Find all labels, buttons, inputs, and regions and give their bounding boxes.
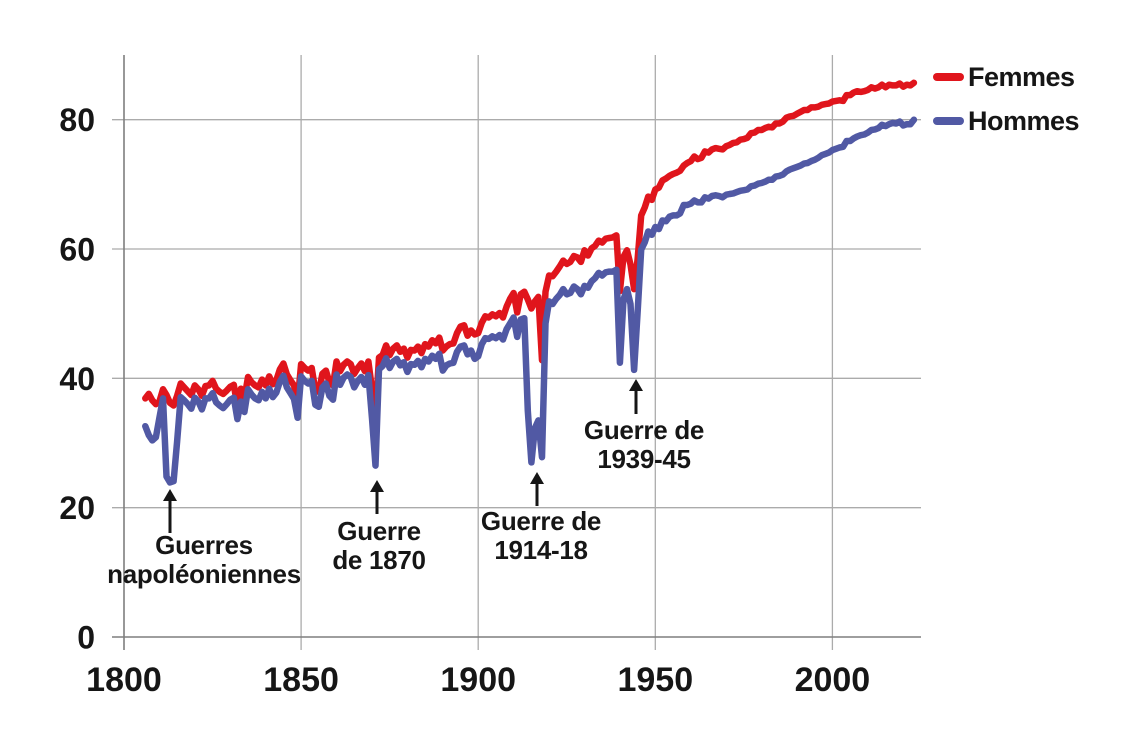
hommes-line — [142, 116, 918, 486]
femmes-line — [142, 79, 918, 419]
annotation-guerre-1870: Guerre de 1870 — [332, 516, 426, 575]
y-tick-label: 80 — [59, 102, 95, 138]
annotation-guerre-1914-18: Guerre de 1914-18 — [481, 507, 601, 565]
y-tick-label: 0 — [77, 620, 95, 656]
annotation-arrow-head-icon — [629, 379, 643, 391]
y-tick-label: 20 — [59, 490, 95, 526]
x-tick-label: 1800 — [86, 661, 162, 699]
annotation-guerres-napoleoniennes: Guerres napoléoniennes — [107, 531, 301, 589]
legend-item-femmes: Femmes — [933, 61, 1079, 92]
annotation-text-line: 1914-18 — [494, 535, 588, 565]
legend-item-hommes: Hommes — [933, 105, 1080, 136]
x-tick-label: 1850 — [263, 661, 339, 699]
legend-label-femmes: Femmes — [968, 61, 1075, 92]
x-tick-label: 1900 — [440, 661, 516, 699]
annotation-guerre-1939-45: Guerre de 1939-45 — [584, 416, 704, 474]
annotation-text-line: Guerre de — [480, 506, 602, 536]
annotation-text-line: Guerres — [155, 530, 253, 560]
y-tick-label: 60 — [59, 232, 95, 268]
annotation-arrow-head-icon — [163, 489, 177, 501]
x-tick-label: 2000 — [795, 661, 871, 699]
annotation-text-line: napoléoniennes — [107, 559, 301, 589]
annotation-text-line: 1939-45 — [597, 444, 691, 474]
annotation-text-line: Guerre — [337, 516, 421, 546]
y-tick-label: 40 — [59, 361, 95, 397]
annotation-text-line: de 1870 — [332, 545, 426, 575]
legend: Femmes Hommes — [933, 61, 1080, 136]
legend-label-hommes: Hommes — [968, 105, 1080, 136]
hommes-line-swatch — [933, 117, 964, 125]
annotation-arrow-head-icon — [370, 480, 384, 492]
x-tick-label: 1950 — [617, 661, 693, 699]
femmes-line-swatch — [933, 73, 964, 81]
annotation-text-line: Guerre de — [583, 415, 705, 445]
annotation-arrow-head-icon — [530, 472, 544, 484]
